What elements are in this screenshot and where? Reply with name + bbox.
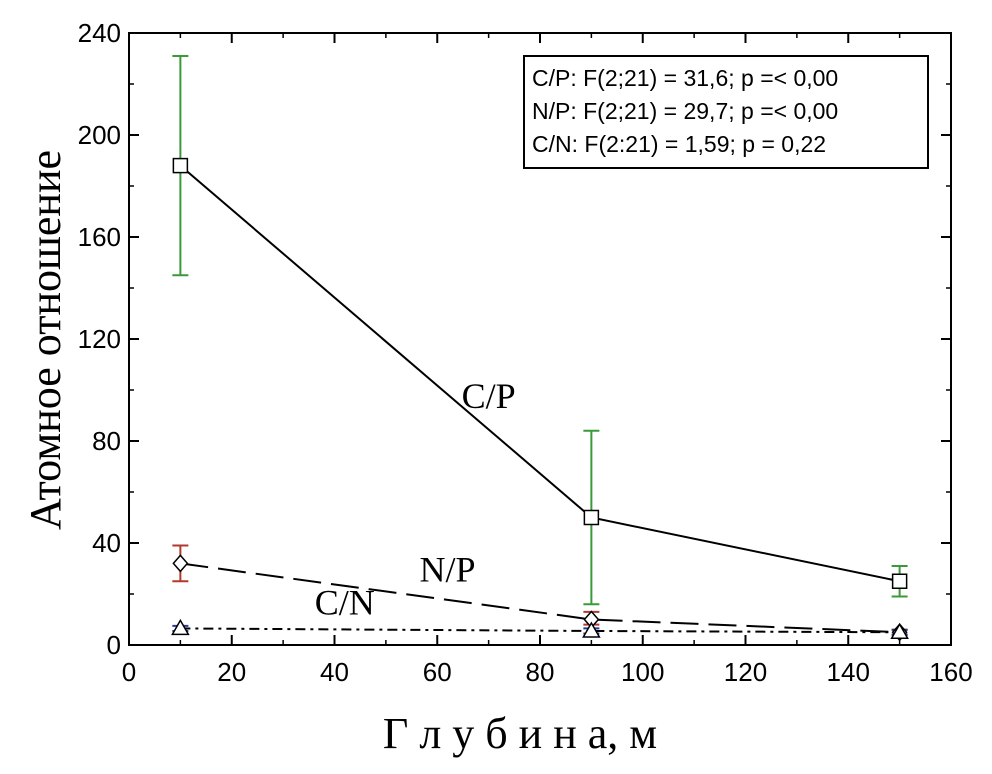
x-tick-label: 120 [724, 657, 767, 687]
point-triangle [171, 618, 190, 636]
x-tick-label: 0 [122, 657, 136, 687]
y-tick-label: 120 [78, 324, 121, 354]
x-tick-label: 100 [621, 657, 664, 687]
point-square [583, 509, 600, 526]
y-tick-label: 40 [92, 528, 121, 558]
y-tick-label: 80 [92, 426, 121, 456]
x-tick-label: 80 [526, 657, 555, 687]
series-label-group: C/P N/P C/N [315, 376, 516, 623]
stats-line: C/P: F(2;21) = 31,6; p =< 0,00 [532, 65, 838, 91]
series-line [180, 627, 900, 634]
point-triangle [890, 622, 909, 639]
y-tick-label: 240 [78, 18, 121, 48]
stats-line: C/N: F(2:21) = 1,59; p = 0,22 [532, 131, 826, 157]
x-tick-label: 20 [217, 657, 246, 687]
y-tick-label: 160 [78, 222, 121, 252]
x-tick-label: 40 [320, 657, 349, 687]
series-label: C/P [462, 376, 516, 416]
x-axis-title: Г л у б и н а, м [383, 709, 657, 758]
x-tick-label: 160 [929, 657, 972, 687]
point-square [172, 157, 189, 174]
series-line [180, 562, 900, 634]
x-tick-label: 60 [423, 657, 452, 687]
y-tick-label: 200 [78, 120, 121, 150]
markers [171, 157, 909, 642]
y-axis-title: Атомное отношение [21, 150, 70, 530]
x-tick-label: 140 [827, 657, 870, 687]
point-square [891, 573, 908, 589]
stats-box-border [523, 55, 929, 169]
stats-line: N/P: F(2;21) = 29,7; p =< 0,00 [532, 98, 838, 124]
series-label: N/P [420, 549, 476, 589]
y-tick-label: 0 [107, 630, 121, 660]
point-diamond [172, 554, 189, 573]
axis-ticks: 0 20 40 60 80 100 120 140 160 0 40 80 120 160 200 240 [78, 18, 973, 687]
series-label: C/N [315, 582, 375, 622]
series-line [179, 164, 900, 583]
point-triangle [582, 621, 601, 638]
series-lines [179, 164, 900, 634]
stats-box: C/P: F(2;21) = 31,6; p =< 0,00 N/P: F(2;2… [523, 55, 929, 169]
